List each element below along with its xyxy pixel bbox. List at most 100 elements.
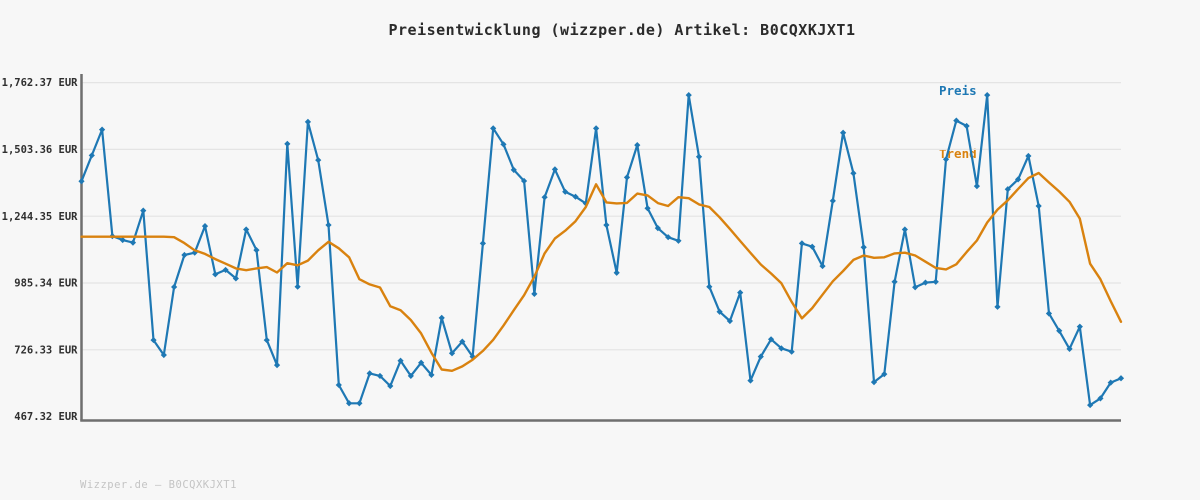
preis-marker	[1045, 310, 1053, 317]
preis-marker	[284, 140, 291, 147]
preis-marker	[1117, 375, 1125, 382]
preis-marker	[1014, 176, 1022, 183]
preis-marker	[531, 290, 538, 298]
preis-marker	[942, 156, 950, 163]
preis-marker	[675, 237, 682, 244]
preis-marker	[850, 170, 857, 177]
preis-marker	[932, 278, 939, 285]
preis-marker	[387, 382, 394, 390]
preis-marker	[716, 308, 723, 315]
preis-marker	[891, 278, 898, 285]
svg-text:467.32 EUR: 467.32 EUR	[14, 411, 78, 423]
preis-marker	[407, 372, 414, 380]
preis-marker	[644, 205, 651, 212]
preis-marker	[860, 244, 867, 251]
preis-marker	[1076, 323, 1083, 330]
preis-marker	[479, 240, 486, 247]
preis-marker	[222, 266, 229, 274]
preis-marker	[459, 338, 466, 345]
preis-marker	[870, 379, 878, 386]
preis-marker	[767, 336, 775, 343]
preis-marker	[984, 91, 991, 99]
preis-marker	[243, 226, 250, 233]
preis-marker	[953, 117, 960, 124]
preis-marker	[140, 207, 147, 214]
preis-marker	[634, 142, 641, 149]
svg-text:985.34 EUR: 985.34 EUR	[14, 278, 78, 290]
preis-marker	[78, 178, 85, 185]
preis-marker	[273, 362, 281, 369]
preis-marker	[448, 350, 456, 357]
preis-marker	[171, 283, 178, 291]
preis-marker	[1107, 379, 1114, 386]
preis-marker	[325, 221, 332, 229]
legend-item-preis: Preis	[939, 83, 977, 98]
preis-marker	[428, 371, 435, 379]
preis-marker	[685, 91, 692, 99]
preis-marker	[654, 225, 661, 232]
preis-marker	[798, 240, 806, 247]
preis-marker	[335, 381, 342, 389]
preis-marker	[212, 271, 219, 278]
preis-line	[80, 94, 1123, 407]
preis-marker	[490, 125, 497, 132]
preis-marker	[315, 156, 322, 164]
preis-marker	[819, 262, 826, 270]
svg-text:1,503.36 EUR: 1,503.36 EUR	[2, 144, 79, 156]
svg-text:1,762.37 EUR: 1,762.37 EUR	[2, 77, 79, 89]
svg-text:726.33 EUR: 726.33 EUR	[14, 344, 78, 356]
preis-marker	[376, 372, 384, 380]
preis-marker	[520, 177, 528, 185]
preis-marker	[973, 183, 981, 190]
preis-marker	[1087, 401, 1094, 409]
preis-marker	[788, 348, 795, 355]
preis-marker	[1097, 395, 1104, 402]
preis-marker	[881, 371, 888, 378]
preis-marker	[665, 234, 672, 241]
preis-marker	[1004, 186, 1011, 193]
preis-marker	[562, 188, 569, 195]
preis-marker	[366, 370, 373, 377]
preis-marker	[829, 197, 836, 204]
preis-marker	[263, 336, 270, 344]
preis-marker	[747, 377, 754, 384]
preis-marker	[181, 251, 188, 259]
preis-marker	[294, 283, 301, 290]
watermark-text: Wizzper.de – B0CQXKJXT1	[80, 479, 237, 491]
preis-marker	[1025, 152, 1032, 160]
preis-marker	[438, 314, 445, 322]
preis-marker	[98, 126, 106, 133]
preis-marker	[500, 141, 507, 148]
preis-marker	[356, 400, 363, 407]
preis-marker	[922, 279, 929, 286]
chart-title: Preisentwicklung (wizzper.de) Artikel: B…	[388, 21, 856, 39]
preis-marker	[706, 283, 713, 290]
preis-marker	[737, 289, 744, 296]
preis-marker	[150, 336, 157, 344]
preis-marker	[345, 400, 353, 407]
preis-marker	[726, 317, 734, 325]
preis-marker	[129, 239, 137, 246]
svg-text:1,244.35 EUR: 1,244.35 EUR	[2, 211, 79, 223]
preis-marker	[541, 194, 548, 201]
preis-marker	[840, 129, 847, 136]
preis-marker	[901, 226, 908, 233]
preis-marker	[1066, 345, 1073, 352]
preis-marker	[623, 174, 631, 181]
preis-marker	[418, 359, 425, 366]
preis-marker	[695, 153, 703, 160]
preis-marker	[253, 246, 260, 254]
preis-marker	[572, 193, 579, 200]
preis-marker	[119, 236, 126, 244]
preis-marker	[778, 345, 785, 352]
preis-marker	[551, 166, 559, 173]
trend-line	[80, 171, 1123, 372]
preis-marker	[593, 125, 600, 132]
preis-marker	[603, 221, 610, 229]
preis-marker	[1035, 202, 1042, 210]
preis-marker	[994, 303, 1001, 310]
preis-marker	[201, 222, 209, 230]
preis-marker	[510, 166, 517, 173]
preis-marker	[160, 351, 167, 359]
